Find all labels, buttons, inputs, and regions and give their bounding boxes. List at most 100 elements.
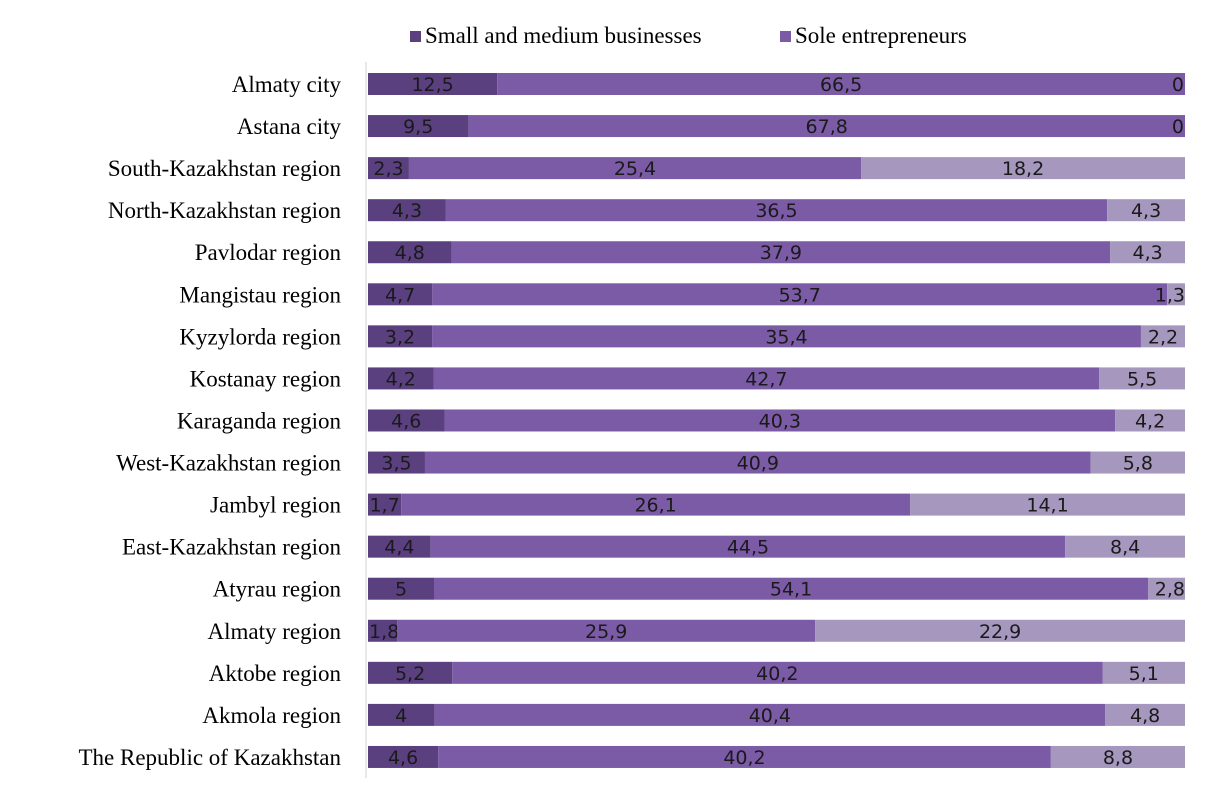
data-label-series-1: 1,8: [369, 621, 399, 643]
data-label-series-2: 54,1: [770, 579, 812, 601]
data-label-series-3: 8,8: [1103, 747, 1133, 769]
category-label: Atyrau region: [213, 577, 342, 602]
category-label: Almaty city: [232, 72, 342, 97]
data-label-series-1: 4,7: [385, 284, 415, 306]
category-label: West-Kazakhstan region: [116, 451, 341, 476]
data-label-series-2: 44,5: [727, 537, 769, 559]
bar-segment-series-1: [368, 703, 435, 726]
data-label-series-2: 40,3: [759, 410, 801, 432]
legend-entry-1: Small and medium businesses: [425, 23, 702, 48]
bar-segment-series-2: [468, 115, 1186, 138]
bar-segment-series-2: [408, 157, 862, 180]
bar-segment-series-3: [1050, 745, 1185, 768]
data-label-series-2: 25,4: [614, 158, 656, 180]
data-label-series-3: 5,8: [1123, 453, 1153, 475]
data-label-series-1: 2,3: [373, 158, 403, 180]
data-label-series-2: 37,9: [760, 242, 802, 264]
bars: 12,5 66,5 0 9,5 67,8 0 2,3 25,4 18,2 4,3 36,5 4,3 4,…: [368, 73, 1186, 769]
bar-segment-series-2: [445, 199, 1108, 222]
data-label-series-3: 2,8: [1155, 579, 1185, 601]
category-label: South-Kazakhstan region: [108, 156, 342, 181]
data-label-series-1: 3,2: [385, 326, 415, 348]
category-label: Mangistau region: [179, 282, 341, 307]
bar-segment-series-2: [433, 367, 1100, 390]
category-label: Jambyl region: [210, 493, 341, 518]
data-label-series-1: 4,2: [386, 368, 416, 390]
data-label-series-1: 12,5: [411, 74, 453, 96]
bar-segment-series-3: [1140, 325, 1185, 348]
legend-swatch-2: [780, 31, 791, 42]
legend-entry-2: Sole entrepreneurs: [795, 23, 967, 48]
category-label: Karaganda region: [177, 408, 342, 433]
data-label-series-1: 5,2: [395, 663, 425, 685]
category-label: Kostanay region: [190, 366, 342, 391]
data-label-series-2: 53,7: [779, 284, 821, 306]
data-label-series-3: 8,4: [1110, 537, 1140, 559]
bar-segment-series-2: [497, 73, 1185, 95]
data-label-series-2: 66,5: [820, 74, 862, 96]
category-label: East-Kazakhstan region: [122, 535, 342, 560]
bar-segment-series-2: [424, 451, 1091, 474]
data-label-series-3: 2,2: [1148, 326, 1178, 348]
bar-segment-series-1: [368, 577, 434, 600]
bar-segment-series-1: [368, 241, 452, 264]
bar-segment-series-2: [401, 493, 911, 516]
data-label-series-2: 26,1: [634, 495, 676, 517]
bar-segment-series-3: [815, 619, 1185, 642]
bar-segment-series-3: [910, 493, 1185, 516]
bar-segment-series-2: [451, 241, 1111, 264]
legend: Small and medium businesses Sole entrepre…: [410, 23, 967, 48]
data-label-series-3: 0: [1172, 74, 1184, 96]
bar-segment-series-1: [368, 409, 445, 432]
bar-segment-series-2: [432, 325, 1141, 348]
bar-segment-series-2: [432, 283, 1168, 306]
data-label-series-1: 4,8: [395, 242, 425, 264]
data-label-series-1: 4: [395, 705, 407, 727]
category-label: Kyzylorda region: [179, 324, 341, 349]
data-label-series-3: 1,3: [1155, 284, 1185, 306]
bar-segment-series-1: [368, 745, 439, 768]
legend-swatch-1: [410, 31, 421, 42]
data-label-series-1: 9,5: [403, 116, 433, 138]
bar-segment-series-1: [368, 367, 434, 390]
data-label-series-3: 5,5: [1127, 368, 1157, 390]
bar-segment-series-1: [368, 661, 453, 684]
data-label-series-3: 0: [1172, 116, 1184, 138]
bar-segment-series-1: [368, 325, 433, 348]
bar-segment-series-3: [861, 157, 1185, 180]
data-label-series-3: 18,2: [1002, 158, 1044, 180]
bar-segment-series-3: [1105, 703, 1185, 726]
bar-segment-series-2: [434, 703, 1106, 726]
data-label-series-3: 4,3: [1131, 200, 1161, 222]
data-label-series-1: 4,6: [388, 747, 418, 769]
data-label-series-2: 42,7: [745, 368, 787, 390]
category-label: Astana city: [237, 114, 342, 139]
data-label-series-1: 1,7: [369, 495, 399, 517]
data-label-series-2: 40,2: [756, 663, 798, 685]
bar-segment-series-1: [368, 283, 433, 306]
bar-segment-series-3: [1110, 241, 1185, 264]
data-label-series-1: 4,4: [384, 537, 414, 559]
bar-segment-series-2: [438, 745, 1051, 768]
category-label: Aktobe region: [209, 661, 342, 686]
bar-segment-series-3: [1167, 283, 1185, 306]
category-label: North-Kazakhstan region: [108, 198, 342, 223]
data-label-series-3: 4,8: [1130, 705, 1160, 727]
bar-segment-series-1: [368, 115, 469, 138]
data-label-series-1: 3,5: [381, 453, 411, 475]
bar-segment-series-3: [1148, 577, 1185, 600]
bar-segment-series-1: [368, 619, 398, 642]
bar-segment-series-1: [368, 493, 402, 516]
bar-segment-series-3: [1065, 535, 1185, 558]
bar-segment-series-3: [1102, 661, 1185, 684]
bar-segment-series-2: [433, 577, 1149, 600]
category-label: Almaty region: [208, 619, 342, 644]
data-label-series-3: 4,3: [1133, 242, 1163, 264]
bar-segment-series-1: [368, 535, 431, 558]
category-label: The Republic of Kazakhstan: [79, 745, 342, 770]
data-label-series-2: 35,4: [765, 326, 807, 348]
bar-segment-series-1: [368, 157, 409, 180]
data-label-series-3: 5,1: [1129, 663, 1159, 685]
data-label-series-1: 4,3: [392, 200, 422, 222]
